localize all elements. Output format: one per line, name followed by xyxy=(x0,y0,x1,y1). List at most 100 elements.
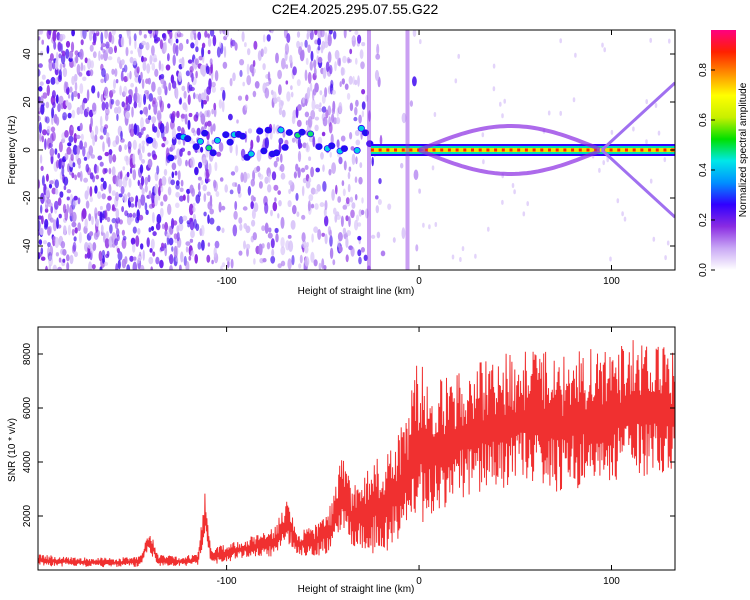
spectrogram-cell xyxy=(298,263,302,269)
carrier-line-peak xyxy=(455,148,459,152)
colorbar: 0.0 0.2 0.4 0.6 0.8 Normalized spectral ampl… xyxy=(698,30,749,277)
chart-title: C2E4.2025.295.07.55.G22 xyxy=(272,1,439,17)
spectrogram-cell xyxy=(271,248,275,257)
spectrogram-cell xyxy=(451,254,455,260)
spectrogram-cell xyxy=(104,151,110,157)
spectrogram-cell xyxy=(142,57,148,62)
spectrogram-cell xyxy=(572,97,576,103)
spectrogram-cell xyxy=(161,176,167,186)
carrier-line-peak xyxy=(478,148,482,152)
spectrogram-cell xyxy=(492,86,496,92)
spectrogram-cell xyxy=(350,246,355,257)
spectrogram-cell xyxy=(178,195,184,202)
spectrogram-cell xyxy=(39,30,44,35)
spectrogram-cell xyxy=(165,121,169,134)
spectrogram-cell xyxy=(256,165,261,172)
spectrogram-cell xyxy=(332,259,336,266)
spectrogram-cell xyxy=(522,211,526,217)
spectrogram-cell xyxy=(301,214,306,220)
spectrogram-cell xyxy=(120,130,123,140)
spectrogram-cell xyxy=(287,200,292,208)
spectrogram-cell xyxy=(102,180,107,190)
spectrogram-cell xyxy=(132,226,137,234)
spectrogram-cell xyxy=(137,179,140,186)
spectrogram-cell xyxy=(58,95,64,106)
spectrogram-cell xyxy=(121,229,125,236)
spectrogram-cell xyxy=(79,140,83,150)
spectrogram-cell xyxy=(86,185,90,196)
spectrogram-cell xyxy=(357,222,362,227)
spectrogram-cell xyxy=(141,40,147,46)
spectrogram-cell xyxy=(461,246,465,252)
spectrogram-cell xyxy=(44,218,49,228)
spectrogram-cell xyxy=(201,30,204,31)
spectrogram-cell xyxy=(53,41,57,50)
spectrogram-cell xyxy=(87,242,93,249)
spectrogram-cell xyxy=(277,190,282,196)
spectrogram-cell xyxy=(321,232,326,237)
spectrogram-cell xyxy=(58,257,62,263)
spectrogram-cell xyxy=(277,263,282,269)
spectrogram-cell xyxy=(141,188,145,196)
spectrogram-cell xyxy=(344,83,349,90)
spectrogram-cell xyxy=(45,265,48,270)
spectrogram-cell xyxy=(263,46,268,55)
spectrogram-cell xyxy=(232,72,236,82)
spectrogram-cell xyxy=(270,89,274,96)
spectrogram-cell xyxy=(181,56,185,69)
spectrogram-cell xyxy=(274,197,277,203)
spectrogram-cell xyxy=(128,178,132,188)
spectrogram-cell xyxy=(48,30,52,36)
spectrogram-cell xyxy=(126,212,130,218)
spectrogram-cell xyxy=(262,258,267,263)
colorbar-ticks: 0.0 0.2 0.4 0.6 0.8 xyxy=(698,63,715,277)
spectrogram-cell xyxy=(161,63,164,72)
spectrogram-cell xyxy=(198,55,204,61)
spectrogram-cell xyxy=(86,89,90,101)
spectrogram-cell xyxy=(89,231,94,237)
spectrogram-cell xyxy=(357,34,362,44)
spectrogram-cell xyxy=(319,90,323,96)
spectrogram-cell xyxy=(147,152,151,157)
spectrogram-cell xyxy=(39,132,42,142)
spectrogram-cell xyxy=(111,166,116,177)
spectrogram-cell xyxy=(163,80,167,90)
snr-y-ticks: 2000 4000 6000 8000 xyxy=(22,342,675,527)
colorbar-tick-label: 0.6 xyxy=(698,113,709,127)
spectrogram-cell xyxy=(304,245,309,254)
spectrogram-cell xyxy=(130,50,134,55)
spectrogram-cell xyxy=(213,136,221,144)
spectrogram-cell xyxy=(170,143,176,151)
spectrogram-cell xyxy=(206,254,211,263)
spectrogram-cell xyxy=(272,149,281,157)
spectrogram-cell xyxy=(342,55,347,64)
spectrogram-cell xyxy=(278,84,282,96)
spectrogram-cell xyxy=(205,65,210,75)
spectrogram-cell xyxy=(139,264,145,270)
spectrogram-cell xyxy=(140,71,143,81)
spectrogram-cell xyxy=(179,264,182,270)
spectrogram-cell xyxy=(663,157,667,163)
spectrogram-cell xyxy=(115,191,119,202)
spectrogram-cell xyxy=(289,54,293,64)
spectrogram-cell xyxy=(313,259,318,267)
spectrogram-cell xyxy=(304,111,310,118)
spectrogram-cell xyxy=(195,70,198,79)
spectrogram-cell xyxy=(118,144,122,153)
spectrogram-cell xyxy=(295,192,299,201)
spectrogram-cell xyxy=(104,101,109,110)
spectrogram-cell xyxy=(79,48,84,60)
spectrogram-cell xyxy=(175,257,179,262)
spectrogram-cell xyxy=(185,246,189,253)
spectrogram-cell xyxy=(205,144,213,152)
spectrogram-cell xyxy=(152,231,157,237)
spectrogram-cell xyxy=(302,177,307,184)
spectrogram-cell xyxy=(253,196,256,202)
spectrogram-cell xyxy=(526,201,529,207)
spectrogram-cell xyxy=(327,105,332,116)
spectrogram-cell xyxy=(130,237,136,245)
spectrogram-cell xyxy=(148,190,152,199)
spectrogram-cell xyxy=(310,50,314,62)
spectrogram-cell xyxy=(50,76,56,85)
spectrogram-cell xyxy=(55,252,60,257)
